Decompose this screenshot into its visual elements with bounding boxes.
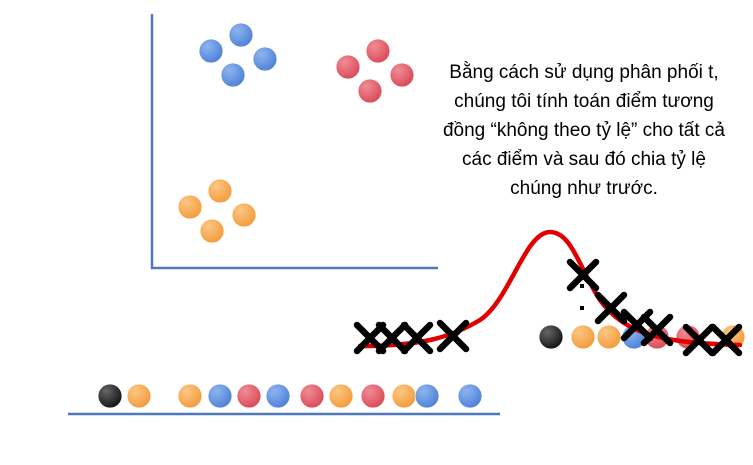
strip-point-blue [414,383,440,409]
red-cluster-point [365,38,391,64]
strip-point-blue [457,383,483,409]
orange-cluster-point [231,202,257,228]
strip-point-orange [328,383,354,409]
orange-cluster-point [199,218,225,244]
blue-cluster-point [198,38,224,64]
dotted-dropline [580,284,584,310]
blue-cluster-point [220,62,246,88]
clusters [177,22,415,244]
strip-point-orange [391,383,417,409]
strip-point-blue [265,383,291,409]
strip-point-red [236,383,262,409]
strip-point-black [97,383,123,409]
cross-mark [640,313,674,347]
right-point-orange [570,324,596,350]
cross-mark [709,323,743,357]
orange-cluster-point [207,178,233,204]
red-cluster-point [357,78,383,104]
cross-mark [375,321,409,355]
caption-text: Bằng cách sử dụng phân phối t, chúng tôi… [442,62,725,199]
cross-mark [566,258,600,292]
orange-cluster-point [177,194,203,220]
blue-cluster-point [228,22,254,48]
scatter-axes [150,14,438,270]
strip-point-blue [207,383,233,409]
similarity-crosses [353,258,743,357]
strip-point-red [299,383,325,409]
strip-point-orange [126,383,152,409]
red-cluster-point [335,54,361,80]
right-point-black [538,324,564,350]
strip-points [97,383,483,409]
strip-point-orange [177,383,203,409]
right-point-orange [596,324,622,350]
cross-mark [353,321,387,355]
cross-mark [682,323,716,357]
strip-point-red [360,383,386,409]
blue-cluster-point [252,46,278,72]
cross-mark [594,291,628,325]
cross-mark [400,321,434,355]
red-cluster-point [389,62,415,88]
cross-mark [436,319,470,353]
